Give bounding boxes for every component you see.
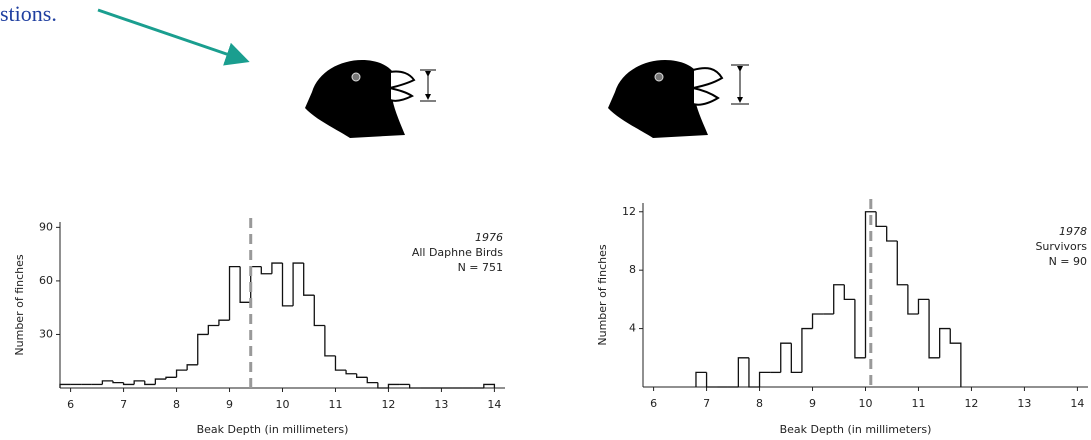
- histogram-bin: [334, 355, 347, 371]
- group-label: Survivors: [1035, 240, 1087, 253]
- x-tick-label: 12: [964, 397, 978, 410]
- y-tick-label: 12: [622, 205, 636, 218]
- histogram-bin: [917, 298, 930, 314]
- histogram-bin: [303, 263, 315, 296]
- sample-size: N = 751: [458, 261, 503, 274]
- x-tick-label: 13: [1017, 397, 1031, 410]
- x-tick-label: 13: [434, 398, 448, 411]
- x-tick-label: 14: [487, 398, 501, 411]
- histogram-bin: [112, 380, 124, 384]
- histogram-bin: [250, 265, 262, 303]
- x-tick-label: 8: [173, 398, 180, 411]
- histogram-bin: [366, 377, 378, 384]
- histogram-bin: [811, 313, 824, 329]
- y-axis-label: Number of finches: [596, 244, 609, 345]
- histogram-bin: [896, 240, 908, 286]
- histogram-bin: [292, 262, 304, 306]
- x-tick-label: 7: [703, 397, 710, 410]
- x-tick-label: 11: [328, 398, 342, 411]
- histogram-bin: [218, 319, 230, 326]
- histogram-bin: [790, 343, 802, 374]
- x-tick-label: 11: [911, 397, 925, 410]
- histogram-bin: [101, 380, 113, 385]
- histogram-bin: [122, 382, 135, 386]
- finch-right: [608, 60, 749, 138]
- histogram-bin: [748, 357, 760, 388]
- y-tick-label: 30: [39, 327, 53, 340]
- histogram-bin: [207, 324, 219, 335]
- histogram-bin: [260, 266, 272, 275]
- histogram-bin: [780, 342, 792, 373]
- histogram-bin: [165, 376, 177, 380]
- x-tick-label: 8: [756, 397, 763, 410]
- x-tick-label: 10: [276, 398, 290, 411]
- histogram-bin: [907, 284, 919, 315]
- histogram-bin: [939, 327, 951, 358]
- x-tick-label: 6: [67, 398, 74, 411]
- histogram-bin: [695, 371, 707, 387]
- histogram-bin: [928, 299, 940, 359]
- x-tick-label: 10: [859, 397, 873, 410]
- histogram-bin: [801, 327, 813, 373]
- histogram-bin: [854, 299, 866, 359]
- histogram-bin: [324, 325, 336, 357]
- group-label: All Daphne Birds: [412, 246, 503, 259]
- y-tick-label: 8: [629, 263, 636, 276]
- histogram-bin: [313, 295, 325, 327]
- header-text: stions.: [0, 1, 57, 26]
- histogram-bin: [59, 383, 71, 388]
- histogram-bin: [886, 226, 898, 242]
- x-tick-label: 7: [120, 398, 127, 411]
- histogram: [695, 211, 962, 388]
- histogram-bin: [239, 266, 251, 303]
- histogram-bin: [758, 371, 771, 387]
- histogram-bin: [345, 370, 357, 375]
- x-tick-label: 9: [809, 397, 816, 410]
- y-tick-label: 90: [39, 220, 53, 233]
- histogram-bin: [154, 378, 166, 385]
- histogram-bin: [377, 382, 389, 389]
- y-tick-label: 60: [39, 274, 53, 287]
- x-axis-label: Beak Depth (in millimeters): [197, 423, 349, 436]
- finch-left: [305, 60, 436, 138]
- year-label: 1978: [1059, 225, 1087, 238]
- y-axis-label: Number of finches: [13, 254, 26, 355]
- histogram-bin: [133, 380, 145, 385]
- year-label: 1976: [475, 231, 503, 244]
- histogram-bin: [483, 383, 496, 388]
- x-tick-label: 14: [1070, 397, 1084, 410]
- histogram-bin: [144, 380, 156, 386]
- pointer-arrow: [97, 8, 250, 66]
- sample-size: N = 90: [1049, 255, 1087, 268]
- histogram-bin: [228, 265, 241, 321]
- histogram-bin: [186, 364, 198, 371]
- histogram-bin: [843, 284, 855, 301]
- histogram-bin: [387, 383, 400, 388]
- x-tick-label: 12: [381, 398, 395, 411]
- histogram-bin: [833, 284, 845, 314]
- histogram-bin: [705, 372, 718, 388]
- histogram-bin: [864, 211, 877, 358]
- histogram-bin: [875, 211, 887, 228]
- histogram-bin: [737, 357, 749, 387]
- histogram-bin: [408, 384, 421, 389]
- x-tick-label: 6: [650, 397, 657, 410]
- histogram-bin: [197, 333, 209, 365]
- histogram-bin: [949, 328, 962, 387]
- histogram-bin: [281, 263, 294, 307]
- y-tick-label: 4: [629, 322, 636, 335]
- histogram-bin: [271, 262, 283, 274]
- histogram: [59, 262, 496, 389]
- x-axis-label: Beak Depth (in millimeters): [780, 423, 932, 436]
- histogram-bin: [175, 369, 188, 378]
- histogram-bin: [356, 373, 368, 378]
- x-tick-label: 9: [226, 398, 233, 411]
